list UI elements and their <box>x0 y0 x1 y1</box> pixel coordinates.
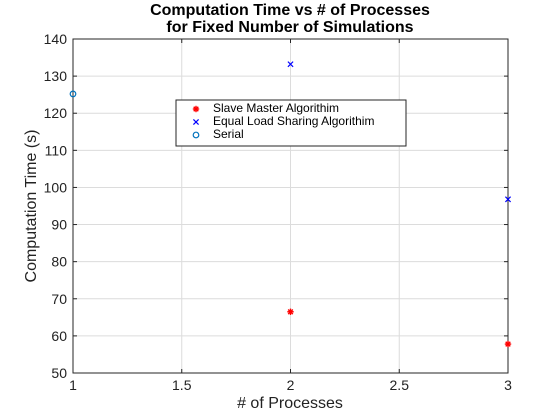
data-point-1-1 <box>287 308 294 315</box>
chart-title-line-1: Computation Time vs # of Processes <box>150 2 430 19</box>
y-tick-label: 80 <box>51 254 67 270</box>
legend: Slave Master Algorithim Equal Load Shari… <box>175 99 407 147</box>
x-tick-label: 2.5 <box>390 377 410 393</box>
legend-marker-2 <box>192 118 200 126</box>
legend-label-equal-load-sharing: Equal Load Sharing Algorithim <box>213 114 374 128</box>
x-tick-label: 1.5 <box>172 377 192 393</box>
legend-label-slave-master: Slave Master Algorithim <box>213 101 339 115</box>
data-point-3-1 <box>69 90 77 98</box>
x-tick-labels: 1 1.5 2 2.5 3 <box>69 377 512 393</box>
x-tick-label: 3 <box>504 377 512 393</box>
y-tick-label: 50 <box>51 365 67 381</box>
legend-marker-1 <box>192 105 200 113</box>
data-point-2-2 <box>504 196 512 203</box>
y-tick-label: 60 <box>51 328 67 344</box>
data-point-2-1 <box>287 61 294 68</box>
legend-label-serial: Serial <box>213 127 244 141</box>
y-tick-label: 90 <box>51 217 67 233</box>
legend-markers <box>192 105 200 139</box>
y-tick-label: 70 <box>51 291 67 307</box>
y-tick-label: 110 <box>45 142 68 158</box>
legend-marker-3 <box>192 131 200 139</box>
x-axis-label: # of Processes <box>237 395 343 412</box>
legend-box <box>175 99 407 147</box>
y-tick-label: 140 <box>44 31 68 47</box>
x-tick-label: 1 <box>69 377 77 393</box>
grid <box>72 38 509 374</box>
chart-title-line-2: for Fixed Number of Simulations <box>166 19 413 36</box>
y-tick-label: 100 <box>44 179 68 195</box>
plot-frame <box>72 38 509 374</box>
y-axis-label: Computation Time (s) <box>23 130 40 283</box>
data-points <box>69 61 512 348</box>
y-tick-label: 120 <box>44 105 68 121</box>
x-tick-label: 2 <box>287 377 295 393</box>
y-tick-labels: 50 60 70 80 90 100 110 120 130 140 <box>44 31 68 381</box>
data-point-1-2 <box>504 340 512 348</box>
y-tick-label: 130 <box>44 68 68 84</box>
